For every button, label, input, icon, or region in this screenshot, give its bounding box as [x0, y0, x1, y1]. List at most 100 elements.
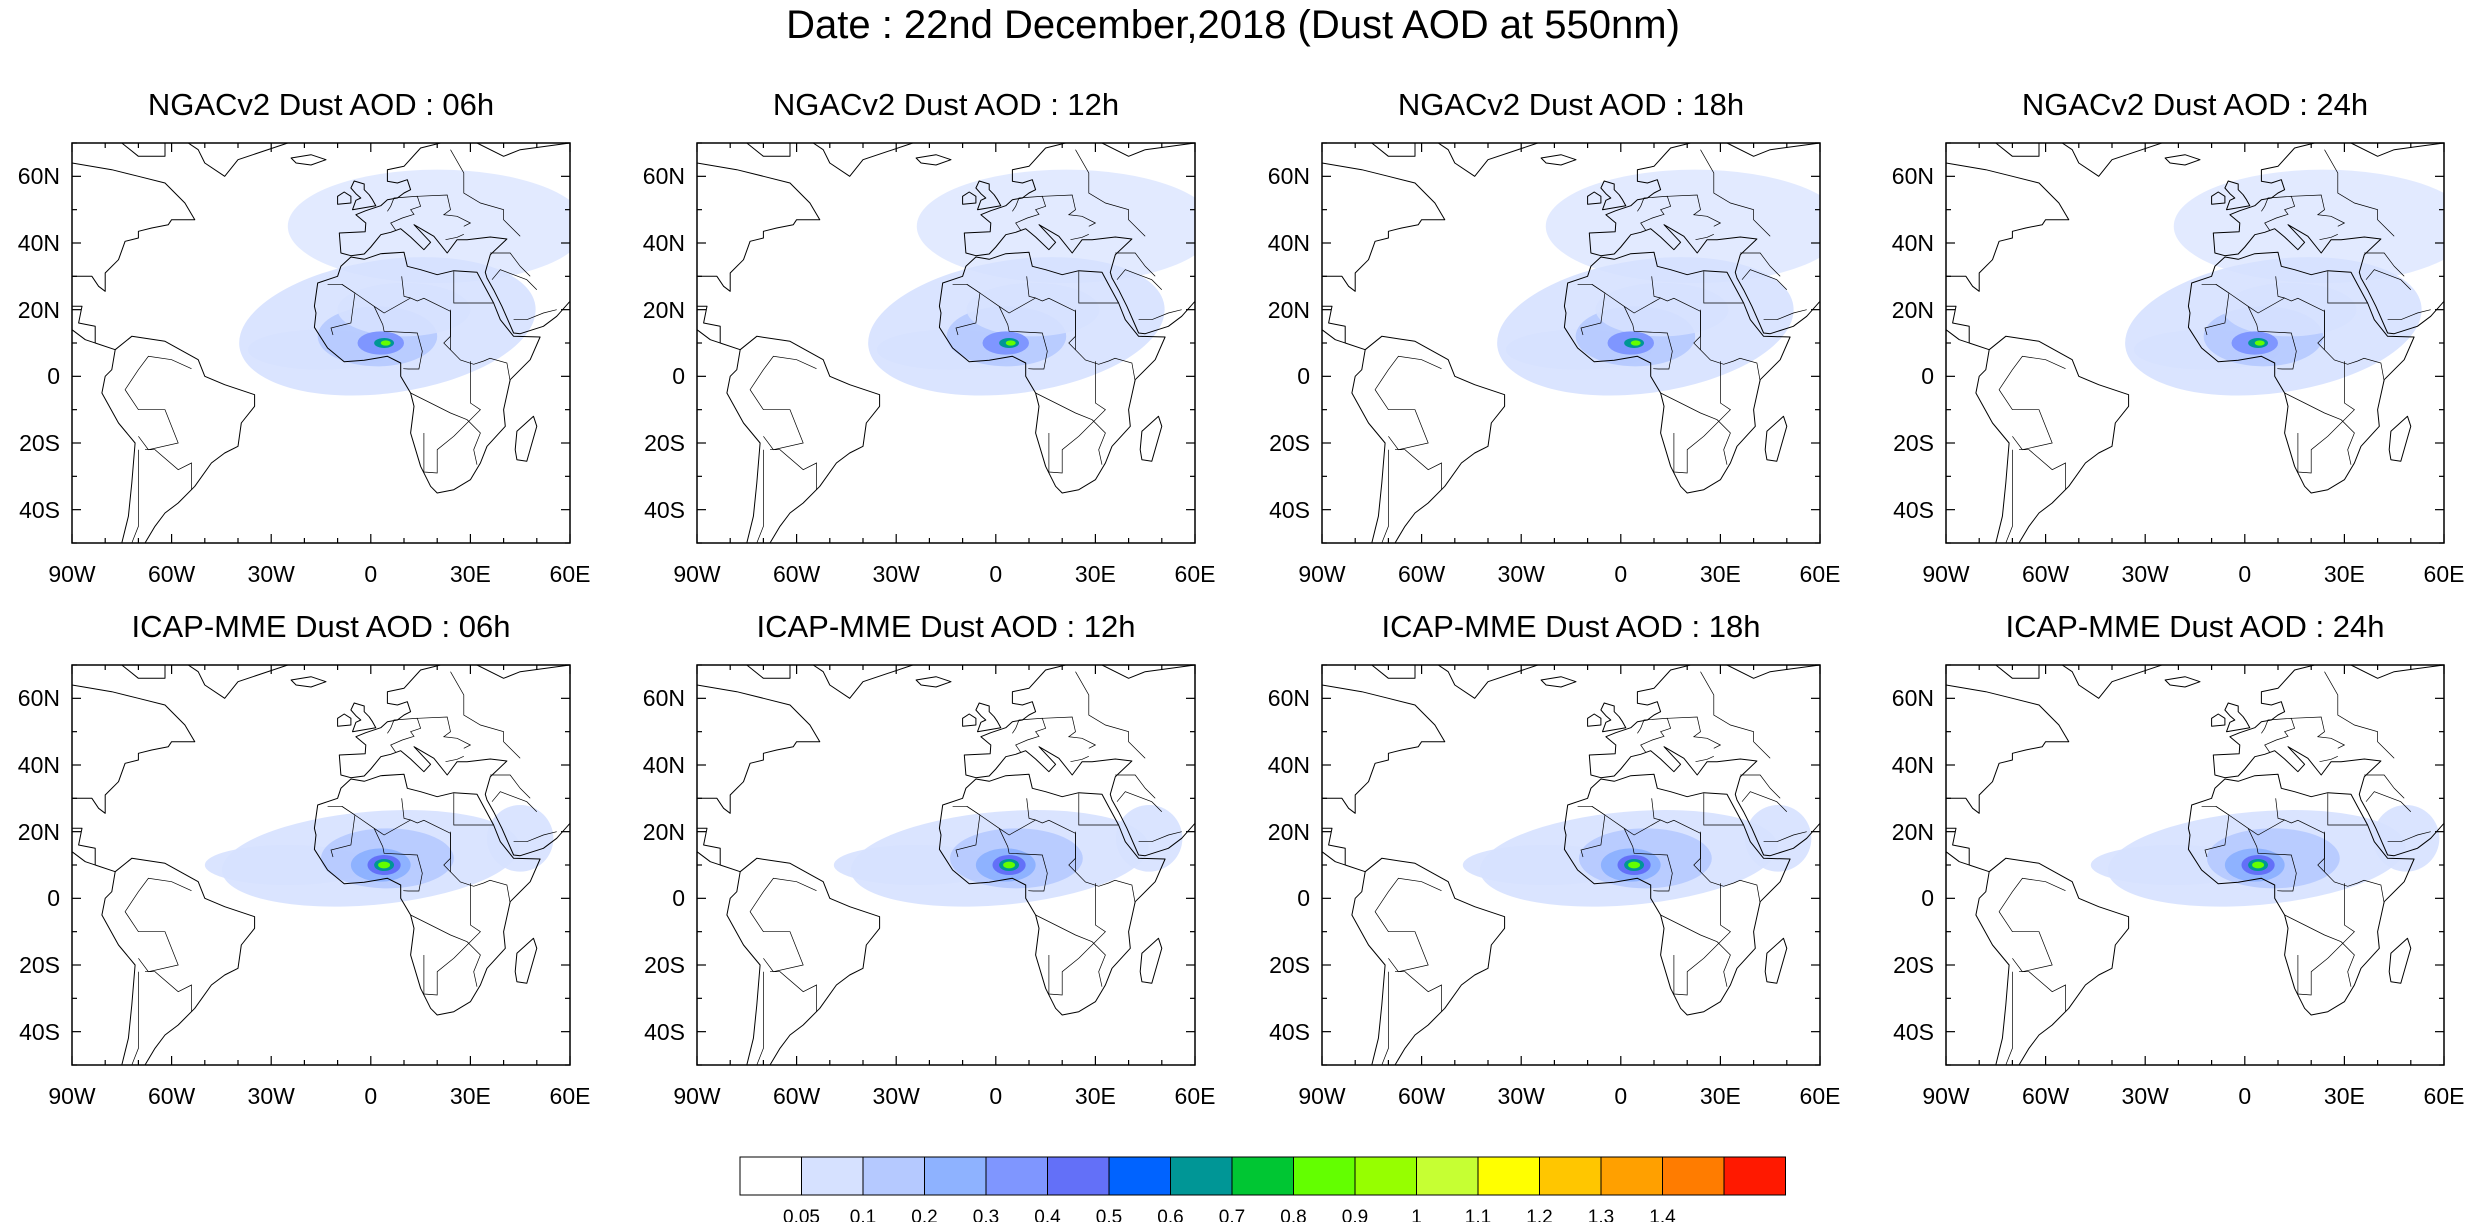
lat-tick-label: 40N [642, 230, 685, 256]
colorbar-label: 1.1 [1465, 1207, 1491, 1222]
coastline [514, 415, 538, 462]
country-border [2324, 671, 2395, 759]
lat-tick-label: 20N [642, 296, 685, 323]
country-border [1381, 971, 1389, 1065]
country-border [2275, 276, 2285, 299]
country-border [1623, 828, 1673, 892]
country-border [1395, 449, 1442, 490]
coastline [697, 665, 821, 814]
colorbar-swatch [1539, 1156, 1602, 1196]
coastline [812, 143, 914, 177]
lon-tick-label: 30E [1074, 1083, 1116, 1109]
lat-tick-label: 40S [644, 496, 685, 523]
coastline [338, 665, 570, 857]
coastline [1975, 335, 2130, 543]
lon-tick-label: 30W [247, 561, 295, 587]
map-panel [71, 142, 571, 544]
lon-tick-label: 60E [2423, 561, 2465, 587]
country-border [513, 309, 557, 321]
dust-plume [1744, 805, 1812, 872]
coastline [2212, 665, 2444, 857]
country-border [1115, 774, 1156, 799]
colorbar-swatch [985, 1156, 1048, 1196]
colorbar-swatch [739, 1156, 802, 1196]
lon-tick-label: 60E [1799, 561, 1841, 587]
country-border [1012, 195, 1047, 231]
lon-tick-label: 30E [1699, 1083, 1741, 1109]
dust-plume [1005, 340, 1016, 346]
lat-tick-label: 20S [19, 952, 60, 978]
country-border [1673, 361, 1731, 474]
coastline [313, 773, 541, 1016]
lat-tick-label: 60N [17, 163, 60, 190]
country-border [2317, 309, 2385, 382]
lat-tick-label: 60N [1267, 163, 1310, 190]
coastline [2061, 143, 2163, 177]
lat-tick-label: 40N [17, 752, 60, 778]
lat-tick-label: 20N [17, 818, 60, 845]
coastline [1563, 251, 1791, 494]
lon-tick-label: 60W [2021, 561, 2070, 587]
coastline [1351, 335, 1506, 543]
panel-title: NGACv2 Dust AOD : 06h [147, 87, 495, 122]
country-border [1395, 971, 1442, 1012]
country-border [2284, 392, 2355, 465]
coastline [697, 827, 741, 873]
country-border [1138, 831, 1182, 843]
country-border [1381, 449, 1389, 543]
lon-tick-label: 30E [2323, 1083, 2365, 1109]
country-border [2275, 798, 2285, 821]
colorbar-label: 0.1 [850, 1207, 876, 1222]
country-border [1667, 716, 1722, 749]
lat-tick-label: 40S [19, 1018, 60, 1045]
lon-tick-label: 90W [48, 1083, 96, 1109]
coastline [1540, 154, 1577, 166]
country-border [1138, 309, 1182, 321]
coastline [2164, 676, 2201, 688]
colorbar-label: 0.9 [1342, 1207, 1368, 1222]
lat-tick-label: 60N [642, 163, 685, 190]
coastline [1437, 143, 1539, 177]
country-border [998, 828, 1048, 892]
lon-tick-label: 0 [2238, 561, 2252, 587]
dust-plume [1115, 805, 1183, 872]
lat-tick-label: 20S [644, 430, 685, 456]
colorbar-swatch [1354, 1156, 1417, 1196]
lon-tick-label: 0 [1614, 561, 1628, 587]
dust-plume [487, 805, 554, 872]
country-border [131, 971, 139, 1065]
country-border [749, 877, 817, 973]
country-border [955, 806, 981, 858]
coastline [1764, 937, 1788, 984]
lat-tick-label: 20N [642, 818, 685, 845]
country-border [1070, 233, 1089, 241]
dust-plume [2254, 340, 2265, 346]
coastline [187, 143, 289, 177]
coastline [2224, 180, 2251, 211]
country-border [401, 798, 411, 821]
country-border [2261, 195, 2296, 231]
coastline [2224, 702, 2251, 733]
lat-tick-label: 0 [47, 885, 60, 912]
coastline [72, 665, 196, 814]
map-panel [1321, 664, 1821, 1066]
lon-tick-label: 60W [147, 561, 196, 587]
country-border [2005, 971, 2013, 1065]
colorbar-swatch [1170, 1156, 1233, 1196]
country-border [2317, 831, 2385, 904]
country-border [145, 449, 192, 490]
lat-tick-label: 60N [17, 685, 60, 712]
panel-title: NGACv2 Dust AOD : 24h [2021, 87, 2369, 122]
coastline [1139, 415, 1163, 462]
country-border [1068, 309, 1136, 382]
lat-tick-label: 60N [1891, 163, 1934, 190]
lon-tick-label: 60E [1799, 1083, 1841, 1109]
coastline [1351, 857, 1506, 1065]
coastline [938, 773, 1166, 1016]
country-border [1763, 831, 1807, 843]
lat-tick-label: 20N [1267, 818, 1310, 845]
coastline [975, 702, 1002, 733]
lat-tick-label: 20N [17, 296, 60, 323]
lon-tick-label: 0 [989, 1083, 1003, 1109]
coastline [338, 143, 570, 335]
